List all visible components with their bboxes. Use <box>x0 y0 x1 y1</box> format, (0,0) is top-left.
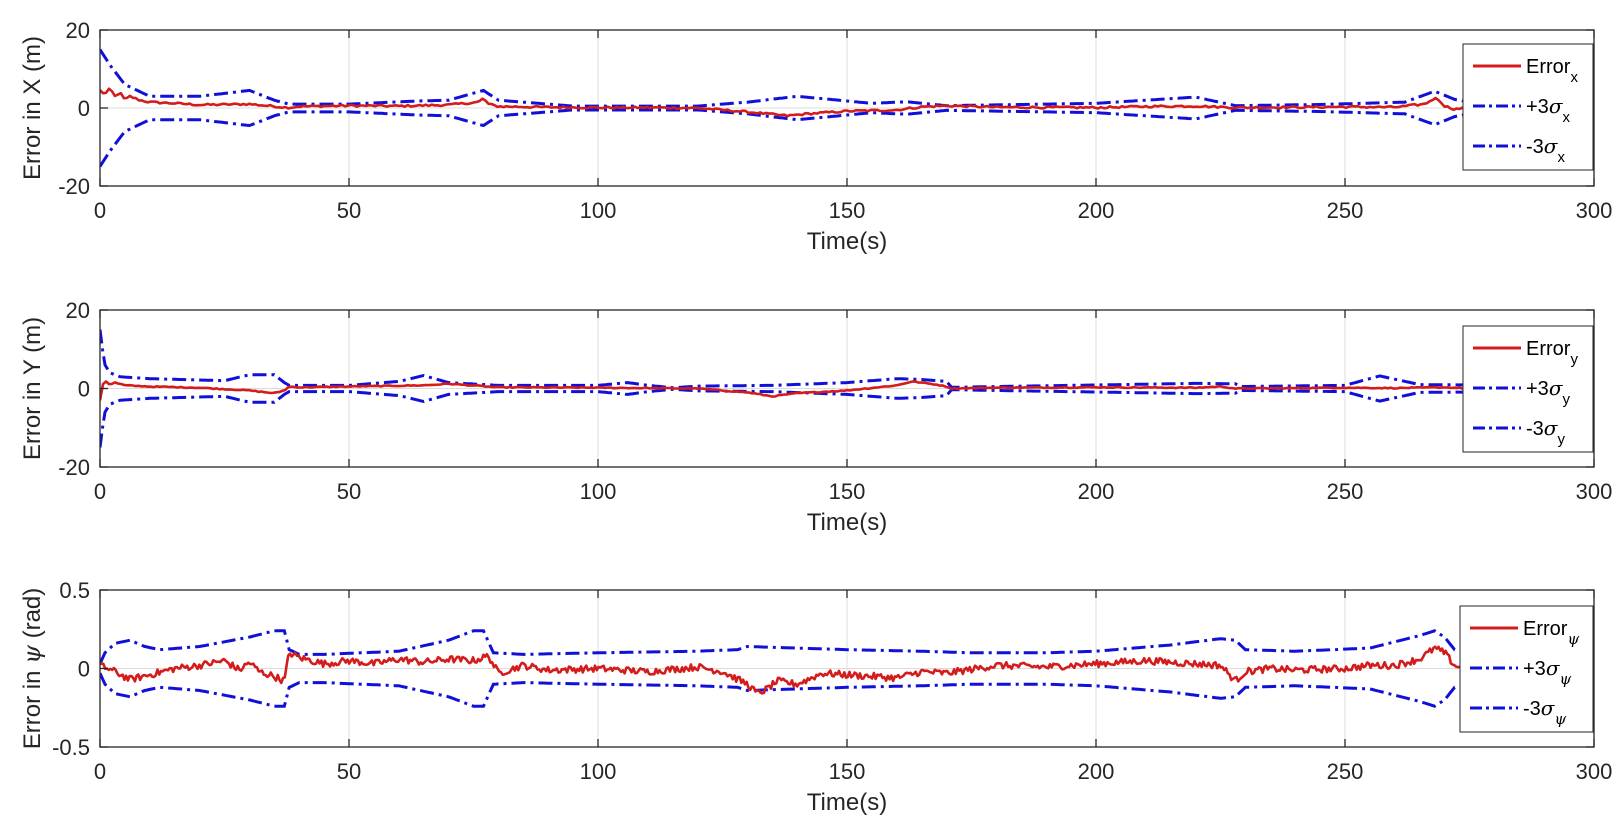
legend-label-1: +3σy <box>1526 376 1570 408</box>
legend-label-1: +3σx <box>1526 94 1570 126</box>
y-tick-label: 0 <box>78 96 90 121</box>
legend: Errorx +3σx -3σx <box>1462 43 1594 171</box>
x-axis-label: Time(s) <box>807 789 887 816</box>
x-tick-label: 200 <box>1078 759 1115 784</box>
y-tick-label: 0 <box>78 657 90 682</box>
y-tick-label: 20 <box>66 298 90 323</box>
x-tick-label: 200 <box>1078 479 1115 504</box>
legend-label-0: Errory <box>1526 338 1578 368</box>
x-tick-label: 50 <box>337 759 361 784</box>
x-tick-label: 100 <box>580 759 617 784</box>
x-tick-label: 150 <box>829 479 866 504</box>
legend: Errory +3σy -3σy <box>1462 325 1594 453</box>
legend-label-1: +3σψ <box>1523 656 1571 688</box>
legend-label-0: Errorx <box>1526 56 1578 86</box>
y-tick-label: -20 <box>58 174 90 199</box>
x-tick-label: 100 <box>580 479 617 504</box>
y-axis-label: Error in Y (m) <box>19 317 46 460</box>
x-tick-label: 300 <box>1576 198 1613 223</box>
series-plus-3sigma-y <box>100 329 1470 390</box>
x-tick-label: 250 <box>1327 198 1364 223</box>
legend-label-2: -3σx <box>1526 134 1565 166</box>
y-tick-label: -20 <box>58 455 90 480</box>
x-axis-label: Time(s) <box>807 509 887 536</box>
x-tick-label: 0 <box>94 759 106 784</box>
legend: Errorψ +3σψ -3σψ <box>1459 605 1594 733</box>
y-tick-label: 20 <box>66 18 90 43</box>
y-axis-label: Error in ψ (rad) <box>18 588 46 750</box>
series-error-y <box>100 380 1469 401</box>
x-tick-label: 150 <box>829 759 866 784</box>
x-tick-label: 50 <box>337 198 361 223</box>
x-tick-label: 300 <box>1576 479 1613 504</box>
x-tick-label: 100 <box>580 198 617 223</box>
legend-label-2: -3σy <box>1526 416 1565 448</box>
x-tick-label: 150 <box>829 198 866 223</box>
y-axis-label: Error in X (m) <box>19 36 46 180</box>
y-tick-label: 0.5 <box>59 578 90 603</box>
series-error-psi <box>100 645 1470 695</box>
legend-label-0: Errorψ <box>1523 618 1579 648</box>
x-tick-label: 50 <box>337 479 361 504</box>
series-minus-3sigma-psi <box>100 672 1470 708</box>
series-minus-3sigma-y <box>100 387 1470 448</box>
x-tick-label: 0 <box>94 198 106 223</box>
y-tick-label: 0 <box>78 377 90 402</box>
series-minus-3sigma-x <box>100 108 1470 168</box>
series-plus-3sigma-psi <box>100 629 1470 665</box>
legend-label-2: -3σψ <box>1523 696 1566 728</box>
x-tick-label: 250 <box>1327 479 1364 504</box>
series-error-x <box>100 87 1470 118</box>
x-tick-label: 0 <box>94 479 106 504</box>
x-tick-label: 200 <box>1078 198 1115 223</box>
x-axis-label: Time(s) <box>807 228 887 255</box>
series-plus-3sigma-x <box>100 48 1470 108</box>
x-tick-label: 250 <box>1327 759 1364 784</box>
x-tick-label: 300 <box>1576 759 1613 784</box>
y-tick-label: -0.5 <box>52 735 90 760</box>
